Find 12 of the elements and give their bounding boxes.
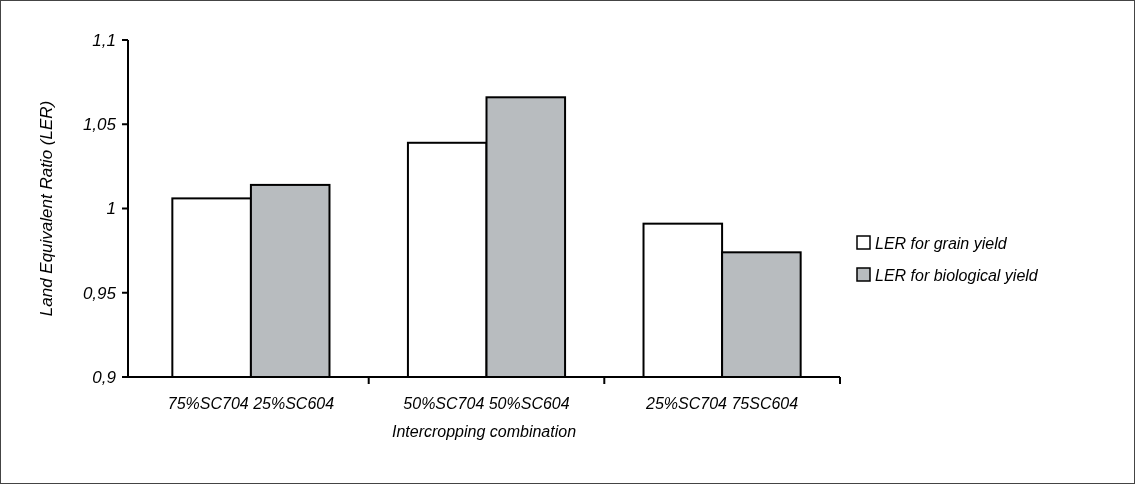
x-tick-label: 75%SC704 25%SC604 [167, 395, 335, 412]
y-tick-label: 1 [106, 199, 116, 219]
y-tick-label: 0,9 [92, 367, 117, 387]
legend-label: LER for biological yield [875, 266, 1039, 284]
y-tick-label: 1,1 [92, 30, 116, 50]
y-tick-label: 0,95 [82, 283, 117, 303]
y-axis-title: Land Equivalent Ratio (LER) [37, 100, 56, 317]
x-tick-label: 25%SC704 75SC604 [645, 395, 799, 412]
legend-label: LER for grain yield [875, 234, 1008, 252]
x-axis-title: Intercropping combination [391, 423, 577, 440]
x-tick-label: 50%SC704 50%SC604 [403, 395, 570, 412]
y-tick-label: 1,05 [82, 115, 117, 135]
